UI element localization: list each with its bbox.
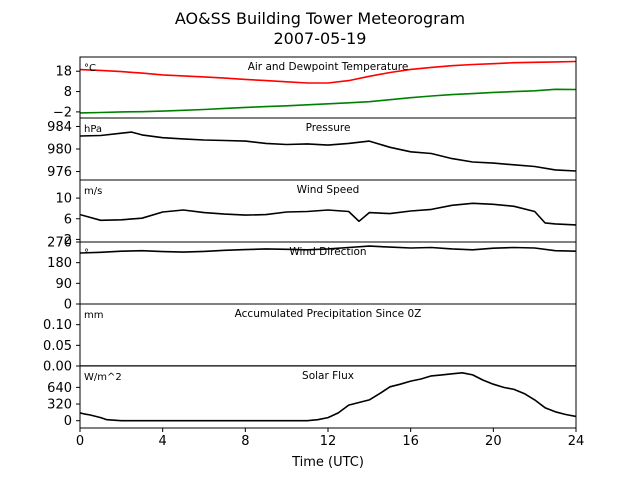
series-line-wind-speed-0: [80, 202, 576, 226]
y-tick-label: 984: [47, 120, 72, 135]
panel-title: Accumulated Precipitation Since 0Z: [235, 308, 422, 320]
y-tick-label: 8: [64, 85, 72, 100]
y-tick-label: 180: [47, 256, 72, 271]
y-tick-label: 6: [64, 212, 72, 227]
x-tick-label: 20: [485, 434, 502, 449]
y-tick-label: 640: [47, 381, 72, 396]
y-tick-label: 270: [47, 236, 72, 251]
y-tick-label: 18: [55, 65, 72, 80]
panel-title: Air and Dewpoint Temperature: [248, 61, 409, 73]
y-tick-label: −2: [53, 105, 72, 120]
y-tick-label: 2: [64, 233, 72, 248]
x-tick-label: 16: [402, 434, 419, 449]
y-tick-label: 90: [55, 277, 72, 292]
y-tick-label: 0: [64, 414, 72, 429]
series-line-pressure-0: [80, 131, 576, 172]
x-tick-label: 8: [241, 434, 249, 449]
y-tick-label: 976: [47, 165, 72, 180]
panel-unit-label: °: [84, 248, 89, 259]
panel-unit-label: °C: [84, 63, 96, 74]
x-tick-label: 0: [76, 434, 84, 449]
chart-title: AO&SS Building Tower Meteorogram: [175, 9, 465, 28]
series-line-solar-flux-0: [80, 371, 576, 422]
panel-title: Wind Speed: [297, 184, 360, 196]
panel-pressure: 976 980 984 hPa Pressure: [47, 117, 577, 181]
panel-precipitation: 0.00 0.05 0.10 mm Accumulated Precipitation …: [43, 303, 577, 375]
y-tick-label: 10: [55, 192, 72, 207]
panel-title: Solar Flux: [302, 370, 354, 382]
series-line-temperature-0: [80, 60, 576, 84]
panel-unit-label: hPa: [84, 124, 102, 135]
x-tick-label: 12: [320, 434, 337, 449]
panel-temperature: −2 8 18 °C Air and Dewpoint Temperature: [53, 56, 577, 120]
y-tick-label: 0.10: [43, 318, 72, 333]
panel-wind-direction: 0 90 180 270 ° Wind Direction: [47, 236, 577, 313]
y-tick-label: 320: [47, 398, 72, 413]
y-tick-label: 980: [47, 143, 72, 158]
chart-subtitle: 2007-05-19: [274, 29, 367, 48]
panel-wind-speed: 2 6 10 m/s Wind Speed: [55, 179, 577, 248]
y-tick-label: 0.05: [43, 339, 72, 354]
panel-title: Pressure: [306, 122, 351, 134]
y-tick-label: 0: [64, 298, 72, 313]
panel-unit-label: m/s: [84, 186, 102, 197]
series-line-wind-direction-0: [80, 245, 576, 254]
series-line-temperature-1: [80, 88, 576, 114]
y-tick-label: 0.00: [43, 360, 72, 375]
x-tick-label: 4: [159, 434, 167, 449]
panel-title: Wind Direction: [289, 246, 366, 258]
panel-unit-label: mm: [84, 310, 103, 321]
x-tick-label: 24: [568, 434, 585, 449]
x-axis-label: Time (UTC): [291, 455, 364, 470]
panel-unit-label: W/m^2: [84, 372, 122, 383]
